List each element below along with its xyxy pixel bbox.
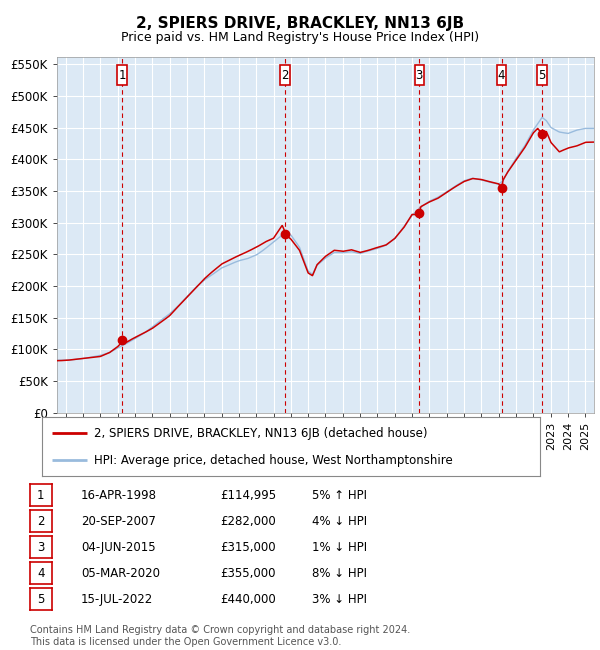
Text: £315,000: £315,000	[220, 541, 276, 554]
Text: 3: 3	[37, 541, 44, 554]
Text: £114,995: £114,995	[220, 489, 276, 502]
FancyBboxPatch shape	[280, 66, 290, 85]
Text: 1: 1	[118, 69, 126, 82]
Text: 5: 5	[37, 593, 44, 606]
Text: 2: 2	[37, 515, 44, 528]
Text: 3% ↓ HPI: 3% ↓ HPI	[312, 593, 367, 606]
Text: 4: 4	[37, 567, 44, 580]
Text: Contains HM Land Registry data © Crown copyright and database right 2024.
This d: Contains HM Land Registry data © Crown c…	[30, 625, 410, 647]
Text: 8% ↓ HPI: 8% ↓ HPI	[312, 567, 367, 580]
Text: 3: 3	[416, 69, 423, 82]
Text: 2, SPIERS DRIVE, BRACKLEY, NN13 6JB (detached house): 2, SPIERS DRIVE, BRACKLEY, NN13 6JB (det…	[94, 426, 428, 439]
Text: 04-JUN-2015: 04-JUN-2015	[81, 541, 155, 554]
Text: 2: 2	[281, 69, 289, 82]
FancyBboxPatch shape	[415, 66, 424, 85]
Text: 5: 5	[538, 69, 546, 82]
Text: 05-MAR-2020: 05-MAR-2020	[81, 567, 160, 580]
FancyBboxPatch shape	[537, 66, 547, 85]
Text: 1% ↓ HPI: 1% ↓ HPI	[312, 541, 367, 554]
Text: 2, SPIERS DRIVE, BRACKLEY, NN13 6JB: 2, SPIERS DRIVE, BRACKLEY, NN13 6JB	[136, 16, 464, 31]
FancyBboxPatch shape	[497, 66, 506, 85]
Text: 4: 4	[498, 69, 505, 82]
Text: £440,000: £440,000	[220, 593, 276, 606]
Text: £282,000: £282,000	[220, 515, 276, 528]
Text: 15-JUL-2022: 15-JUL-2022	[81, 593, 153, 606]
Text: 16-APR-1998: 16-APR-1998	[81, 489, 157, 502]
Text: 1: 1	[37, 489, 44, 502]
Text: HPI: Average price, detached house, West Northamptonshire: HPI: Average price, detached house, West…	[94, 454, 453, 467]
Text: £355,000: £355,000	[221, 567, 276, 580]
Text: Price paid vs. HM Land Registry's House Price Index (HPI): Price paid vs. HM Land Registry's House …	[121, 31, 479, 44]
Text: 4% ↓ HPI: 4% ↓ HPI	[312, 515, 367, 528]
FancyBboxPatch shape	[117, 66, 127, 85]
Text: 20-SEP-2007: 20-SEP-2007	[81, 515, 156, 528]
Text: 5% ↑ HPI: 5% ↑ HPI	[312, 489, 367, 502]
